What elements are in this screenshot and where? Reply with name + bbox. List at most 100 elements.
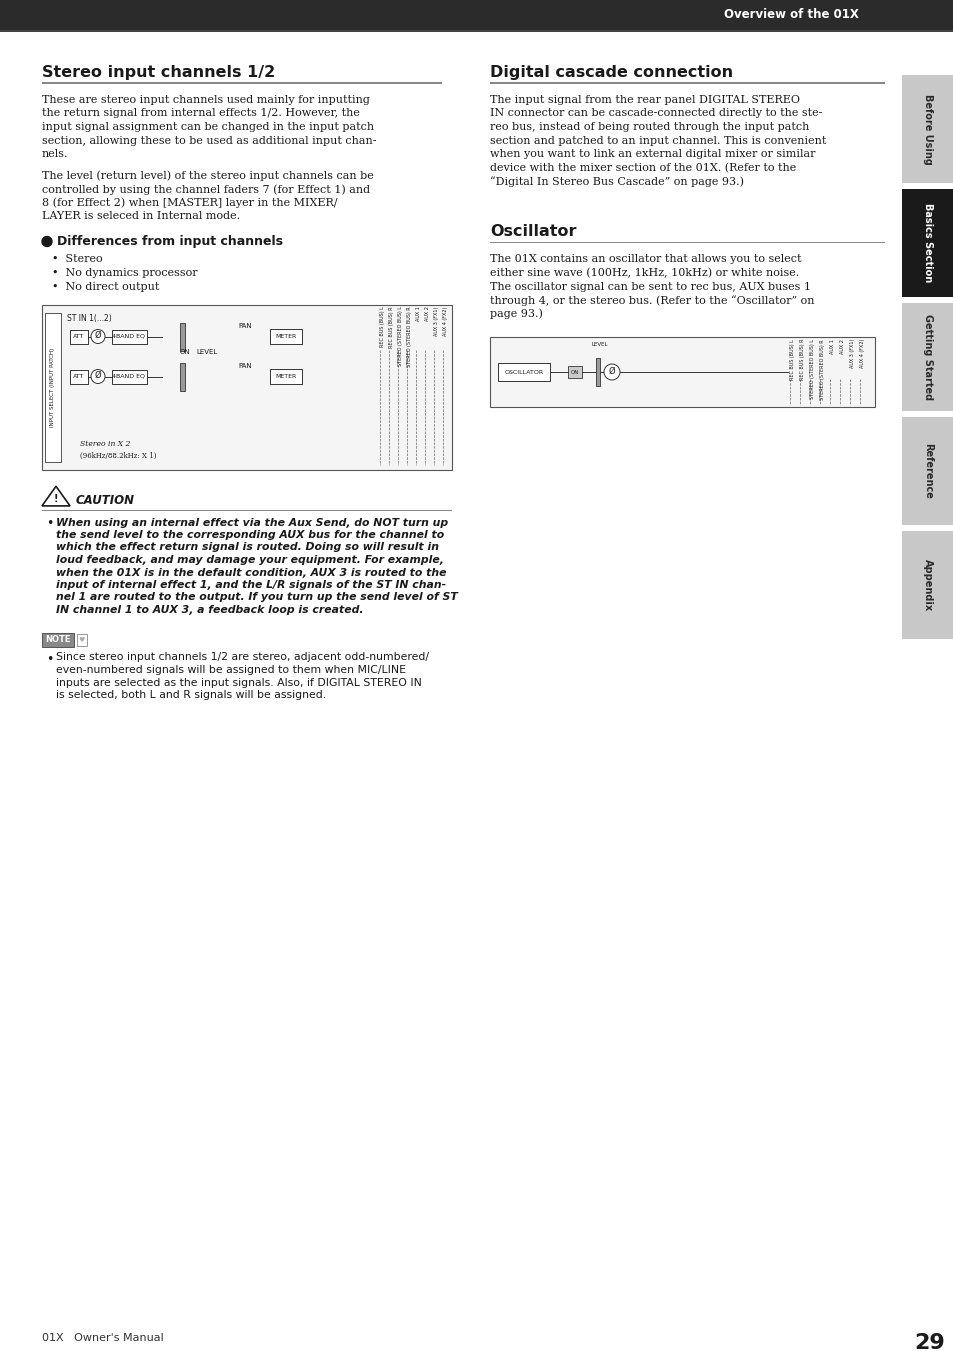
Bar xyxy=(490,242,884,243)
Bar xyxy=(901,531,953,639)
Text: 4BAND EQ: 4BAND EQ xyxy=(112,374,146,380)
Text: ON: ON xyxy=(570,370,578,374)
Text: LEVEL: LEVEL xyxy=(196,349,217,354)
Text: When using an internal effect via the Aux Send, do NOT turn up: When using an internal effect via the Au… xyxy=(56,517,448,527)
Text: AUX 3 (FX1): AUX 3 (FX1) xyxy=(434,307,438,336)
Text: Appendix: Appendix xyxy=(923,559,932,611)
Text: 8 (for Effect 2) when [MASTER] layer in the MIXER/: 8 (for Effect 2) when [MASTER] layer in … xyxy=(42,197,337,208)
Bar xyxy=(567,366,581,378)
Text: which the effect return signal is routed. Doing so will result in: which the effect return signal is routed… xyxy=(56,543,438,553)
Circle shape xyxy=(91,370,105,384)
Text: These are stereo input channels used mainly for inputting: These are stereo input channels used mai… xyxy=(42,95,370,105)
Circle shape xyxy=(91,330,105,343)
Text: through 4, or the stereo bus. (Refer to the “Oscillator” on: through 4, or the stereo bus. (Refer to … xyxy=(490,295,814,305)
Bar xyxy=(490,336,874,407)
Text: STEREO (STEREO BUS) L: STEREO (STEREO BUS) L xyxy=(809,339,814,399)
Text: ATT: ATT xyxy=(73,334,85,339)
Text: input signal assignment can be changed in the input patch: input signal assignment can be changed i… xyxy=(42,122,374,132)
Text: PAN: PAN xyxy=(238,362,252,369)
Text: •: • xyxy=(46,517,53,531)
Text: Reference: Reference xyxy=(923,443,932,499)
Circle shape xyxy=(42,236,52,246)
Text: AUX 1: AUX 1 xyxy=(416,307,420,322)
Text: The 01X contains an oscillator that allows you to select: The 01X contains an oscillator that allo… xyxy=(490,254,801,265)
Text: Stereo input channels 1/2: Stereo input channels 1/2 xyxy=(42,65,275,80)
Text: The oscillator signal can be sent to rec bus, AUX buses 1: The oscillator signal can be sent to rec… xyxy=(490,281,810,292)
Text: 01X   Owner's Manual: 01X Owner's Manual xyxy=(42,1333,164,1343)
Text: (96kHz/88.2kHz: X 1): (96kHz/88.2kHz: X 1) xyxy=(80,451,156,459)
Text: •  No dynamics processor: • No dynamics processor xyxy=(52,269,197,278)
Bar xyxy=(901,76,953,182)
Bar xyxy=(70,370,88,384)
Text: either sine wave (100Hz, 1kHz, 10kHz) or white noise.: either sine wave (100Hz, 1kHz, 10kHz) or… xyxy=(490,267,799,278)
Text: STEREO (STEREO BUS) L: STEREO (STEREO BUS) L xyxy=(397,307,402,366)
Bar xyxy=(596,358,599,386)
Text: •: • xyxy=(46,653,53,666)
Text: input of internal effect 1, and the L/R signals of the ST IN chan-: input of internal effect 1, and the L/R … xyxy=(56,580,446,590)
Text: IN connector can be cascade-connected directly to the ste-: IN connector can be cascade-connected di… xyxy=(490,108,821,119)
Text: reo bus, instead of being routed through the input patch: reo bus, instead of being routed through… xyxy=(490,122,808,132)
Text: IN channel 1 to AUX 3, a feedback loop is created.: IN channel 1 to AUX 3, a feedback loop i… xyxy=(56,605,363,615)
Text: 4BAND EQ: 4BAND EQ xyxy=(112,334,146,339)
Bar xyxy=(180,362,185,390)
Text: •  Stereo: • Stereo xyxy=(52,254,103,265)
Text: LAYER is seleced in Internal mode.: LAYER is seleced in Internal mode. xyxy=(42,211,240,222)
Text: REC BUS (BUS) L: REC BUS (BUS) L xyxy=(789,339,794,380)
Text: Oscillator: Oscillator xyxy=(490,224,576,239)
Text: inputs are selected as the input signals. Also, if DIGITAL STEREO IN: inputs are selected as the input signals… xyxy=(56,677,421,688)
Bar xyxy=(70,330,88,343)
Bar xyxy=(0,30,953,32)
Text: Ø: Ø xyxy=(94,331,101,340)
Text: nel 1 are routed to the output. If you turn up the send level of ST: nel 1 are routed to the output. If you t… xyxy=(56,593,457,603)
Text: controlled by using the channel faders 7 (for Effect 1) and: controlled by using the channel faders 7… xyxy=(42,184,370,195)
Text: ♥: ♥ xyxy=(79,636,85,643)
Text: The input signal from the rear panel DIGITAL STEREO: The input signal from the rear panel DIG… xyxy=(490,95,800,105)
Text: OSCILLATOR: OSCILLATOR xyxy=(504,370,543,374)
Bar xyxy=(112,330,147,343)
Text: Since stereo input channels 1/2 are stereo, adjacent odd-numbered/: Since stereo input channels 1/2 are ster… xyxy=(56,653,429,662)
Text: page 93.): page 93.) xyxy=(490,308,542,319)
Text: nels.: nels. xyxy=(42,149,69,159)
Text: loud feedback, and may damage your equipment. For example,: loud feedback, and may damage your equip… xyxy=(56,555,443,565)
Bar xyxy=(497,363,550,381)
Bar xyxy=(42,632,74,647)
Bar xyxy=(180,323,185,350)
Text: device with the mixer section of the 01X. (Refer to the: device with the mixer section of the 01X… xyxy=(490,162,796,173)
Bar xyxy=(490,82,884,84)
Bar xyxy=(77,634,87,646)
Text: Stereo in X 2: Stereo in X 2 xyxy=(80,439,131,447)
Text: REC BUS (BUS) R: REC BUS (BUS) R xyxy=(389,307,394,349)
Text: The level (return level) of the stereo input channels can be: The level (return level) of the stereo i… xyxy=(42,170,374,181)
Text: PAN: PAN xyxy=(238,323,252,328)
Text: Overview of the 01X: Overview of the 01X xyxy=(723,8,859,22)
Text: STEREO (STEREO BUS) R: STEREO (STEREO BUS) R xyxy=(820,339,824,400)
Text: ATT: ATT xyxy=(73,374,85,380)
Bar xyxy=(901,189,953,297)
Text: ST IN 1(...2): ST IN 1(...2) xyxy=(67,315,112,323)
Text: Ø: Ø xyxy=(608,366,615,376)
Text: STEREO (STEREO BUS) R: STEREO (STEREO BUS) R xyxy=(407,307,412,367)
Bar xyxy=(42,304,452,470)
Bar xyxy=(42,82,441,84)
Text: METER: METER xyxy=(275,334,296,339)
Text: Differences from input channels: Differences from input channels xyxy=(57,235,283,247)
Text: AUX 3 (FX1): AUX 3 (FX1) xyxy=(849,339,854,369)
Text: •  No direct output: • No direct output xyxy=(52,282,159,293)
Text: Before Using: Before Using xyxy=(923,93,932,165)
Text: NOTE: NOTE xyxy=(45,635,71,644)
Bar xyxy=(270,328,302,343)
Bar xyxy=(901,303,953,411)
Text: LEVEL: LEVEL xyxy=(591,342,608,347)
Text: AUX 4 (FX2): AUX 4 (FX2) xyxy=(442,307,448,336)
Text: CAUTION: CAUTION xyxy=(76,493,135,507)
Text: Basics Section: Basics Section xyxy=(923,204,932,282)
Text: ON: ON xyxy=(179,349,190,354)
Text: is selected, both L and R signals will be assigned.: is selected, both L and R signals will b… xyxy=(56,690,326,700)
Text: even-numbered signals will be assigned to them when MIC/LINE: even-numbered signals will be assigned t… xyxy=(56,665,406,676)
Text: the return signal from internal effects 1/2. However, the: the return signal from internal effects … xyxy=(42,108,359,119)
Text: !: ! xyxy=(53,494,58,504)
Circle shape xyxy=(603,363,619,380)
Text: 29: 29 xyxy=(914,1333,944,1351)
Text: when the 01X is in the default condition, AUX 3 is routed to the: when the 01X is in the default condition… xyxy=(56,567,446,577)
Text: REC BUS (BUS) R: REC BUS (BUS) R xyxy=(800,339,804,381)
